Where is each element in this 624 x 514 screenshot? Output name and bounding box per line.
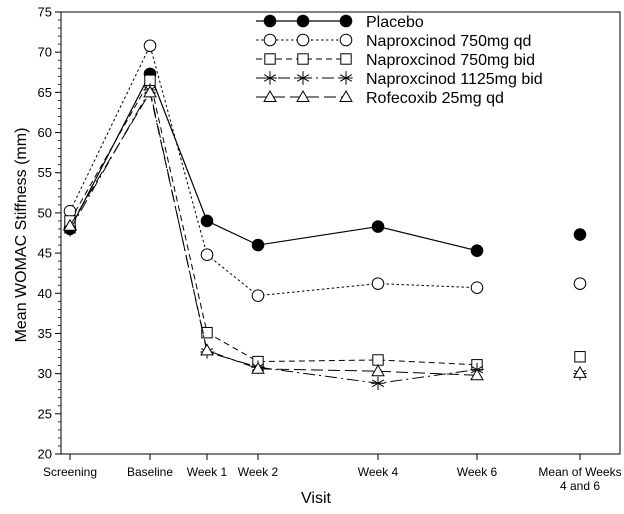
- legend-item: Naproxcinod 750mg qd: [256, 33, 531, 50]
- legend-item: Placebo: [256, 14, 424, 31]
- data-point: [251, 289, 265, 302]
- legend-label: Naproxcinod 750mg bid: [366, 52, 535, 69]
- data-point: [201, 326, 213, 339]
- data-point: [200, 214, 214, 228]
- data-point: [200, 248, 214, 261]
- series-0: [63, 67, 587, 257]
- legend-marker: [296, 33, 310, 47]
- x-tick-label: 4 and 6: [560, 479, 600, 493]
- plot-frame: [60, 11, 621, 455]
- y-tick-label: 50: [38, 205, 52, 220]
- legend-marker: [263, 71, 277, 85]
- data-point: [573, 365, 587, 378]
- legend-marker: [264, 53, 276, 65]
- legend-label: Naproxcinod 750mg qd: [366, 33, 531, 50]
- y-tick-label: 20: [38, 447, 52, 462]
- x-tick-label: Screening: [43, 465, 97, 479]
- data-point: [371, 376, 385, 390]
- legend-marker: [339, 14, 353, 28]
- legend-item: Naproxcinod 750mg bid: [256, 52, 535, 69]
- legend-marker: [263, 90, 277, 102]
- data-point: [251, 238, 265, 252]
- y-tick-label: 25: [38, 406, 52, 421]
- data-point: [200, 343, 214, 356]
- data-point: [371, 220, 385, 233]
- series-1: [63, 39, 587, 302]
- y-tick-label: 40: [38, 286, 52, 301]
- data-point: [470, 244, 484, 257]
- x-tick-label: Week 2: [238, 465, 279, 479]
- data-point: [371, 277, 385, 290]
- y-axis-title: Mean WOMAC Stiffness (mm): [13, 128, 30, 343]
- y-tick-label: 35: [38, 326, 52, 341]
- data-point: [470, 368, 484, 381]
- legend-marker: [296, 71, 310, 85]
- y-tick-label: 70: [38, 45, 52, 60]
- data-point: [143, 39, 157, 53]
- legend-marker: [340, 53, 352, 65]
- series-3: [63, 83, 587, 390]
- series-layer: [63, 39, 587, 390]
- legend-item: Naproxcinod 1125mg bid: [256, 71, 543, 88]
- legend-marker: [339, 90, 353, 102]
- legend-marker: [296, 14, 310, 28]
- x-tick-label: Week 4: [358, 465, 399, 479]
- series-line: [69, 72, 478, 252]
- series-line: [69, 91, 478, 376]
- data-point: [372, 354, 384, 366]
- x-tick-label: Week 1: [187, 465, 228, 479]
- legend-item: Rofecoxib 25mg qd: [256, 90, 504, 107]
- x-tick-label: Mean of Weeks: [538, 465, 621, 479]
- legend-marker: [263, 33, 277, 47]
- data-point: [371, 364, 385, 377]
- legend-marker: [339, 33, 353, 47]
- y-tick-label: 55: [38, 165, 52, 180]
- legend-label: Placebo: [366, 14, 424, 31]
- series-2: [64, 74, 586, 371]
- legend-marker: [296, 90, 310, 102]
- data-point: [470, 281, 484, 294]
- data-point: [251, 361, 265, 374]
- data-point: [143, 85, 157, 98]
- legend-marker: [297, 53, 309, 65]
- x-tick-label: Week 6: [457, 465, 498, 479]
- series-4: [63, 85, 587, 381]
- x-tick-label: Baseline: [127, 465, 173, 479]
- data-point: [573, 277, 587, 290]
- legend-marker: [339, 71, 353, 85]
- legend: Placebo Naproxcinod 750mg qd Naproxcinod 7…: [256, 14, 543, 107]
- x-axis-title: Visit: [301, 490, 331, 507]
- series-line: [69, 88, 478, 384]
- y-tick-label: 75: [38, 5, 52, 20]
- legend-label: Rofecoxib 25mg qd: [366, 90, 504, 107]
- y-tick-label: 65: [38, 85, 52, 100]
- y-tick-label: 60: [38, 125, 52, 140]
- axes: 20 25 30 35 40 45 50 55 60 65 70 75 Screening Baselin…: [38, 5, 622, 494]
- y-tick-label: 45: [38, 246, 52, 261]
- data-point: [574, 351, 586, 363]
- legend-marker: [263, 14, 277, 28]
- data-point: [573, 228, 587, 241]
- y-tick-label: 30: [38, 366, 52, 381]
- legend-label: Naproxcinod 1125mg bid: [366, 71, 543, 88]
- series-line: [69, 78, 478, 366]
- data-point: [63, 218, 77, 231]
